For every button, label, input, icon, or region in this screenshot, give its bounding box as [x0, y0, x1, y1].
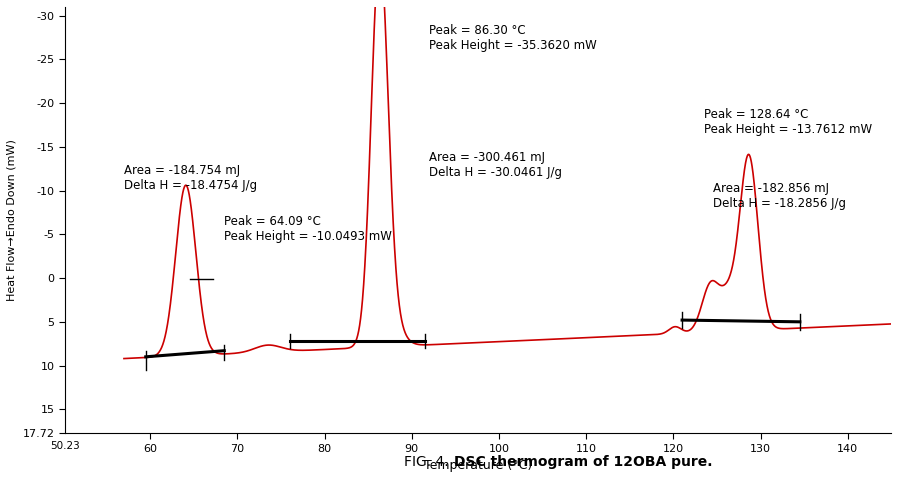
Text: FIG. 4.: FIG. 4. — [405, 456, 454, 469]
Text: Area = -300.461 mJ
Delta H = -30.0461 J/g: Area = -300.461 mJ Delta H = -30.0461 J/… — [429, 151, 562, 179]
X-axis label: Temperature (°C): Temperature (°C) — [424, 459, 532, 472]
Text: Area = -182.856 mJ
Delta H = -18.2856 J/g: Area = -182.856 mJ Delta H = -18.2856 J/… — [713, 182, 845, 210]
Text: DSC thermogram of 12OBA pure.: DSC thermogram of 12OBA pure. — [454, 456, 712, 469]
Text: Peak = 64.09 °C
Peak Height = -10.0493 mW: Peak = 64.09 °C Peak Height = -10.0493 m… — [224, 215, 392, 243]
Text: Area = -184.754 mJ
Delta H = -18.4754 J/g: Area = -184.754 mJ Delta H = -18.4754 J/… — [124, 164, 257, 193]
Y-axis label: Heat Flow→Endo Down (mW): Heat Flow→Endo Down (mW) — [7, 139, 17, 301]
Text: 50.23: 50.23 — [50, 441, 80, 451]
Text: Peak = 128.64 °C
Peak Height = -13.7612 mW: Peak = 128.64 °C Peak Height = -13.7612 … — [704, 107, 872, 136]
Text: Peak = 86.30 °C
Peak Height = -35.3620 mW: Peak = 86.30 °C Peak Height = -35.3620 m… — [429, 24, 597, 52]
